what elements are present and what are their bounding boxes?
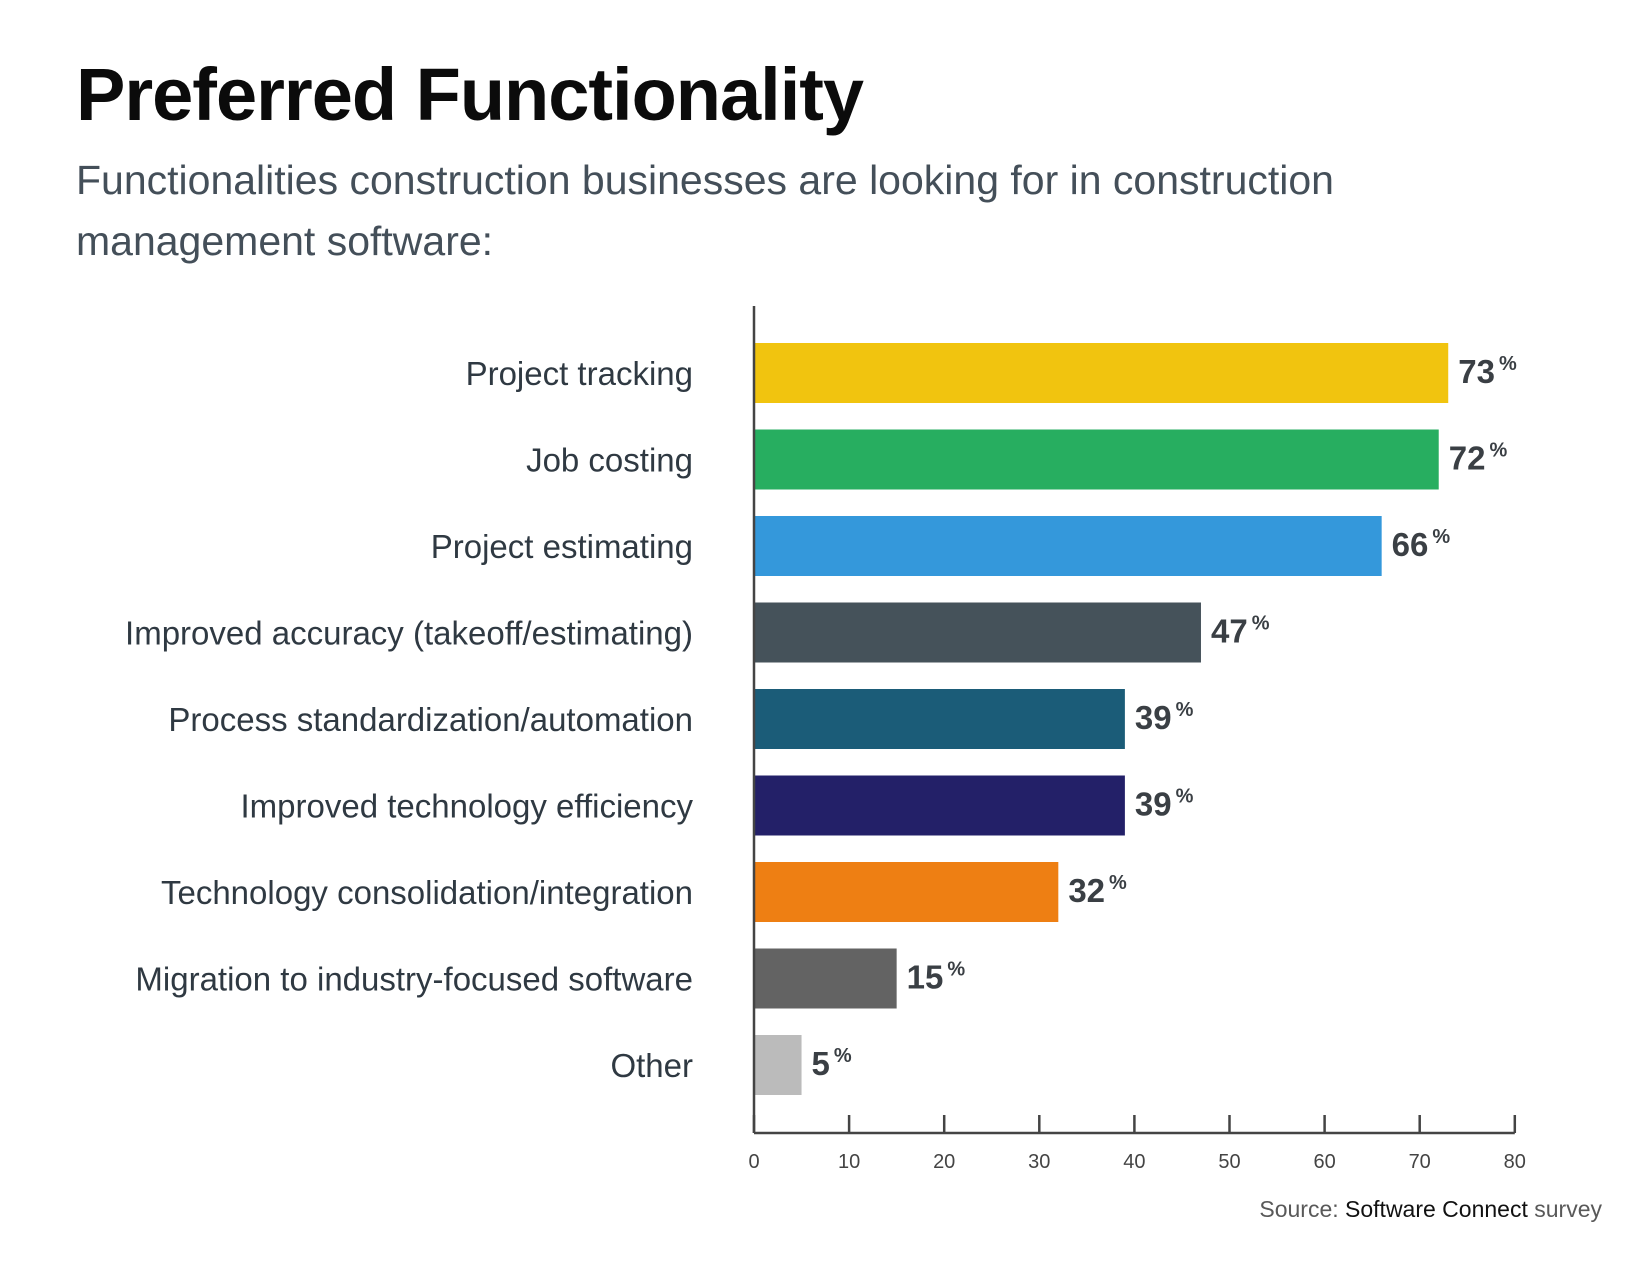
x-tick-label: 70 [1409,1151,1431,1173]
data-label: 72% [1449,440,1508,477]
category-label: Process standardization/automation [168,701,693,738]
data-label: 73% [1458,353,1517,390]
category-label: Other [610,1047,693,1084]
source-note: Source: Software Connect survey [1259,1196,1602,1223]
category-label: Technology consolidation/integration [161,874,693,911]
data-label: 66% [1392,526,1451,563]
data-label: 39% [1135,699,1194,736]
x-tick-label: 20 [933,1151,955,1173]
bar [755,429,1439,490]
bar [755,775,1125,836]
data-label: 47% [1211,613,1270,650]
source-org: Software Connect [1345,1196,1528,1222]
data-label: 15% [907,959,966,996]
bar [755,689,1125,749]
category-label: Improved technology efficiency [241,788,694,825]
category-label: Job costing [526,442,693,479]
x-tick-label: 50 [1218,1151,1240,1173]
category-label: Improved accuracy (takeoff/estimating) [125,615,693,652]
category-label: Project tracking [466,355,693,392]
x-tick-label: 80 [1504,1151,1526,1173]
x-tick-label: 60 [1313,1151,1335,1173]
bar [755,602,1201,663]
x-tick-label: 10 [838,1151,860,1173]
chart-title: Preferred Functionality [76,53,864,136]
x-tick-label: 0 [748,1151,759,1173]
data-label: 5% [812,1045,852,1082]
source-suffix: survey [1534,1196,1602,1222]
chart-subtitle: Functionalities construction businesses … [76,157,1334,264]
bar [755,516,1382,576]
data-label: 39% [1135,786,1194,823]
x-tick-label: 40 [1123,1151,1145,1173]
data-label: 32% [1068,872,1127,909]
bar [755,1035,802,1095]
x-tick-label: 30 [1028,1151,1050,1173]
category-label: Migration to industry-focused software [135,961,693,998]
bar [755,948,897,1009]
bar [755,343,1449,403]
source-prefix: Source: [1259,1196,1339,1222]
bar [755,862,1059,922]
category-label: Project estimating [431,528,693,565]
